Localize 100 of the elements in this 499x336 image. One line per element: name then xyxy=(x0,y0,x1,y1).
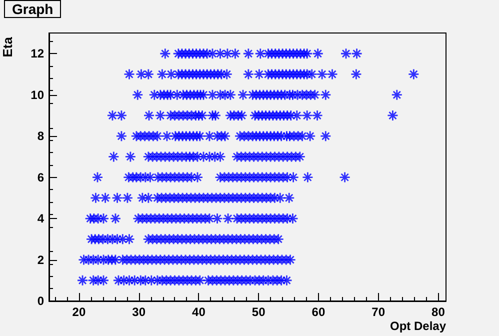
point xyxy=(291,68,303,80)
point xyxy=(301,48,313,60)
point xyxy=(88,274,100,286)
point xyxy=(139,130,151,142)
point xyxy=(232,110,244,122)
point xyxy=(142,192,154,204)
point xyxy=(269,192,280,204)
point xyxy=(206,110,218,122)
point xyxy=(130,172,142,184)
point xyxy=(92,172,104,184)
point xyxy=(142,68,154,80)
point xyxy=(312,48,324,60)
point xyxy=(200,254,212,266)
point xyxy=(242,254,254,266)
point xyxy=(251,254,262,266)
point xyxy=(125,254,137,266)
point xyxy=(351,48,362,60)
point xyxy=(234,254,246,266)
point xyxy=(306,68,318,80)
point xyxy=(166,212,178,224)
point xyxy=(208,68,220,80)
point xyxy=(236,110,248,122)
point xyxy=(150,254,162,266)
point xyxy=(195,212,207,224)
point xyxy=(177,110,189,122)
point xyxy=(192,254,204,266)
point xyxy=(227,172,239,184)
y-tick-label: 12 xyxy=(30,46,44,61)
point xyxy=(191,212,203,224)
point xyxy=(236,212,247,224)
point xyxy=(292,89,304,101)
point xyxy=(202,192,214,204)
point xyxy=(198,192,210,204)
point xyxy=(391,89,403,101)
point xyxy=(291,110,303,122)
point xyxy=(284,48,296,60)
point xyxy=(149,212,161,224)
point xyxy=(124,274,135,286)
point xyxy=(242,130,254,142)
y-tick-label: 2 xyxy=(37,252,44,267)
point xyxy=(130,254,141,266)
point xyxy=(167,254,179,266)
point xyxy=(154,110,166,122)
point xyxy=(312,110,323,122)
point xyxy=(200,212,211,224)
chart-title: Graph xyxy=(12,1,54,17)
x-tick-label: 80 xyxy=(432,305,446,319)
point xyxy=(146,254,158,266)
point xyxy=(296,130,308,142)
point xyxy=(176,68,188,80)
point xyxy=(169,172,180,184)
point xyxy=(176,130,188,142)
point xyxy=(260,110,272,122)
point xyxy=(268,254,280,266)
point xyxy=(108,150,120,162)
point xyxy=(240,172,252,184)
point xyxy=(230,233,242,245)
point xyxy=(176,192,188,204)
point xyxy=(180,254,192,266)
point xyxy=(176,233,188,245)
x-tick-label: 50 xyxy=(252,305,266,319)
point xyxy=(258,274,270,286)
point xyxy=(186,110,198,122)
point xyxy=(340,48,352,60)
point xyxy=(269,172,280,184)
point xyxy=(198,48,210,60)
point xyxy=(216,68,228,80)
point xyxy=(206,89,218,101)
point xyxy=(264,212,276,224)
point xyxy=(274,110,286,122)
point xyxy=(286,150,298,162)
point xyxy=(309,89,321,101)
point xyxy=(178,212,190,224)
point xyxy=(153,212,165,224)
point xyxy=(240,212,252,224)
point xyxy=(106,110,118,122)
point xyxy=(276,48,288,60)
point xyxy=(188,233,200,245)
point xyxy=(294,68,306,80)
point xyxy=(202,274,214,286)
point xyxy=(90,192,102,204)
point xyxy=(134,172,146,184)
point xyxy=(326,68,338,80)
point xyxy=(138,254,150,266)
point xyxy=(78,254,90,266)
x-tick-label: 60 xyxy=(312,305,326,319)
point xyxy=(294,48,306,60)
y-axis-title: Eta xyxy=(0,36,15,58)
point xyxy=(230,48,241,60)
point xyxy=(267,274,279,286)
point xyxy=(206,274,218,286)
point xyxy=(194,130,206,142)
point xyxy=(98,254,110,266)
point xyxy=(92,212,104,224)
x-tick-label: 40 xyxy=(192,305,206,319)
point xyxy=(216,130,228,142)
point xyxy=(231,150,243,162)
point xyxy=(196,254,208,266)
point xyxy=(180,68,192,80)
point xyxy=(219,89,231,101)
